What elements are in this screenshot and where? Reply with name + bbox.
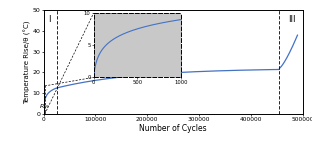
Text: III: III: [289, 15, 296, 24]
Text: II: II: [164, 15, 169, 24]
X-axis label: Number of Cycles: Number of Cycles: [139, 124, 207, 133]
Text: $R_{\theta I}$: $R_{\theta I}$: [39, 102, 49, 111]
Y-axis label: Temperature Rise/θ (°C): Temperature Rise/θ (°C): [24, 20, 31, 104]
Text: I: I: [48, 15, 51, 24]
